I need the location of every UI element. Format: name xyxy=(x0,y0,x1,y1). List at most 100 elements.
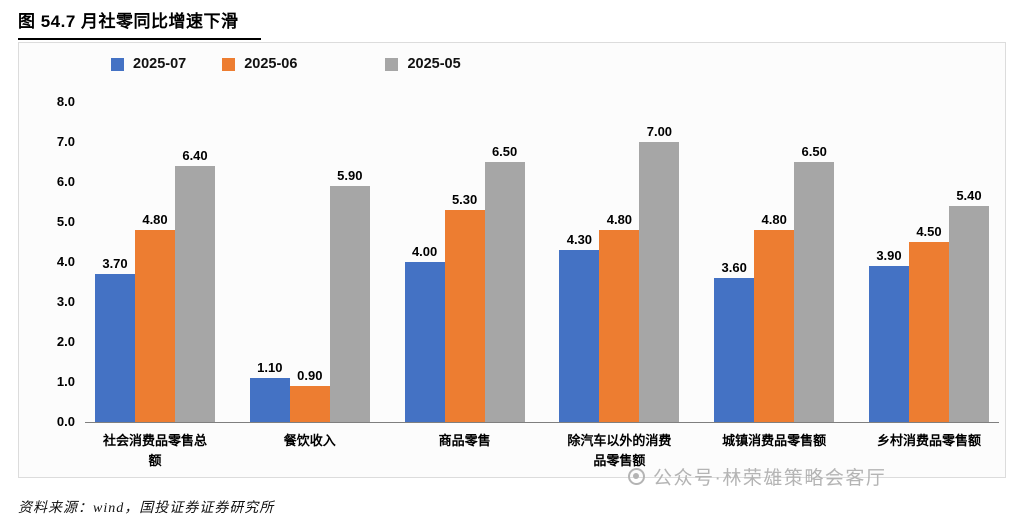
bar-2025-05 xyxy=(175,166,215,422)
y-tick-label: 7.0 xyxy=(56,134,75,149)
bar-value-label: 4.80 xyxy=(142,212,168,227)
bar-wrap: 4.80 xyxy=(754,103,795,422)
bar-value-label: 5.30 xyxy=(451,192,478,207)
bar-2025-07 xyxy=(559,250,600,422)
legend-label: 2025-07 xyxy=(133,56,187,72)
bar-wrap: 4.80 xyxy=(135,103,175,422)
bar-group: 4.00 5.30 6.50 xyxy=(404,103,525,422)
bar-2025-06 xyxy=(754,230,795,422)
legend-swatch-icon xyxy=(111,57,124,71)
bar-wrap: 3.90 xyxy=(868,103,909,422)
bar-group: 3.70 4.80 6.40 xyxy=(95,103,215,422)
bar-wrap: 5.40 xyxy=(948,103,989,422)
category-label: 乡村消费品零售额 xyxy=(869,431,989,470)
y-tick-label: 4.0 xyxy=(56,254,75,269)
bar-value-label: 4.80 xyxy=(606,212,633,227)
bar-value-label: 4.00 xyxy=(411,244,438,259)
category-label-text: 社会消费品零售总额 xyxy=(102,433,207,468)
y-tick-label: 8.0 xyxy=(56,94,75,109)
category-label-text: 商品零售 xyxy=(438,433,491,448)
bar-value-label: 0.90 xyxy=(297,368,323,383)
bar-2025-06 xyxy=(444,210,485,422)
legend-swatch-icon xyxy=(222,57,236,71)
legend-item: 2025-05 xyxy=(385,56,461,72)
y-tick-label: 1.0 xyxy=(56,374,75,389)
legend-swatch-icon xyxy=(385,57,399,71)
bar-wrap: 7.00 xyxy=(639,103,680,422)
legend-label: 2025-06 xyxy=(244,56,298,72)
bar-group: 3.60 4.80 6.50 xyxy=(714,103,835,422)
category-label-text: 除汽车以外的消费品零售额 xyxy=(567,433,672,468)
bar-wrap: 4.00 xyxy=(404,103,445,422)
bar-2025-05 xyxy=(639,142,680,422)
watermark-logo-icon xyxy=(628,468,645,485)
bar-wrap: 0.90 xyxy=(289,103,330,422)
bar-wrap: 3.60 xyxy=(714,103,755,422)
watermark-text: 公众号·林荣雄策略会客厅 xyxy=(653,468,887,489)
category-label: 餐饮收入 xyxy=(250,431,370,470)
bar-value-label: 1.10 xyxy=(257,360,283,375)
bar-value-label: 6.50 xyxy=(491,144,518,159)
legend-label: 2025-05 xyxy=(407,56,461,72)
bar-wrap: 5.90 xyxy=(329,103,370,422)
bar-wrap: 1.10 xyxy=(249,103,290,422)
bar-group: 4.30 4.80 7.00 xyxy=(559,103,680,422)
bar-wrap: 6.50 xyxy=(484,103,525,422)
bar-2025-06 xyxy=(908,242,949,422)
legend-item: 2025-07 xyxy=(111,56,186,72)
bar-2025-05 xyxy=(329,186,370,422)
category-label-text: 城镇消费品零售额 xyxy=(722,433,827,448)
bar-2025-07 xyxy=(249,378,290,422)
bar-2025-06 xyxy=(599,230,640,422)
bar-group: 3.90 4.50 5.40 xyxy=(868,103,989,422)
category-label-text: 乡村消费品零售额 xyxy=(876,433,981,448)
chart-legend: 2025-07 2025-06 2025-05 xyxy=(111,56,497,72)
source-note: 资料来源：wind，国投证券证券研究所 xyxy=(18,501,275,516)
bar-value-label: 3.70 xyxy=(102,256,128,271)
bar-value-label: 3.90 xyxy=(876,248,902,263)
bar-2025-06 xyxy=(135,230,175,422)
bar-value-label: 5.40 xyxy=(956,188,982,203)
y-tick-label: 6.0 xyxy=(56,174,75,189)
bar-2025-06 xyxy=(289,386,330,422)
bar-value-label: 4.30 xyxy=(566,232,593,247)
category-label: 社会消费品零售总额 xyxy=(95,431,215,470)
bar-2025-07 xyxy=(404,262,445,422)
bar-value-label: 4.80 xyxy=(761,212,787,227)
y-tick-label: 3.0 xyxy=(56,294,75,309)
bar-value-label: 5.90 xyxy=(337,168,363,183)
bar-wrap: 4.30 xyxy=(559,103,600,422)
bar-2025-07 xyxy=(868,266,909,422)
bar-wrap: 5.30 xyxy=(444,103,485,422)
bar-2025-05 xyxy=(484,162,525,422)
category-label: 除汽车以外的消费品零售额 xyxy=(559,431,679,470)
bar-value-label: 4.50 xyxy=(916,224,942,239)
y-tick-label: 2.0 xyxy=(56,334,75,349)
bar-group: 1.10 0.90 5.90 xyxy=(249,103,370,422)
y-tick-label: 0.0 xyxy=(56,414,75,429)
bar-wrap: 6.50 xyxy=(794,103,835,422)
bar-2025-05 xyxy=(948,206,989,422)
y-axis: 8.0 7.0 6.0 5.0 4.0 3.0 2.0 1.0 0.0 xyxy=(27,94,85,429)
legend-item: 2025-06 xyxy=(222,56,297,72)
bar-value-label: 7.00 xyxy=(646,124,673,139)
category-label-text: 餐饮收入 xyxy=(283,433,336,448)
category-label: 城镇消费品零售额 xyxy=(714,431,834,470)
bar-value-label: 6.50 xyxy=(801,144,827,159)
plot-area: 3.70 4.80 6.40 1.10 0.90 5.90 4.00 5.30 6.50 4.30… xyxy=(85,103,999,423)
y-tick-label: 5.0 xyxy=(56,214,75,229)
plot-column: 3.70 4.80 6.40 1.10 0.90 5.90 4.00 5.30 6.50 4.30… xyxy=(85,103,999,470)
bar-wrap: 4.80 xyxy=(599,103,640,422)
plot-row: 8.0 7.0 6.0 5.0 4.0 3.0 2.0 1.0 0.0 3.70 4.80 6.40… xyxy=(27,94,999,470)
watermark: 公众号·林荣雄策略会客厅 xyxy=(628,463,886,490)
chart-frame: 2025-07 2025-06 2025-05 8.0 7.0 6.0 5.0 4.0 3.0… xyxy=(18,42,1006,478)
bar-wrap: 4.50 xyxy=(908,103,949,422)
category-labels: 社会消费品零售总额 餐饮收入 商品零售 除汽车以外的消费品零售额 城镇消费品零售额 乡村消… xyxy=(85,431,999,470)
bar-wrap: 6.40 xyxy=(175,103,215,422)
bar-2025-05 xyxy=(794,162,835,422)
bar-wrap: 3.70 xyxy=(95,103,135,422)
category-label: 商品零售 xyxy=(405,431,525,470)
bar-2025-07 xyxy=(714,278,755,422)
figure-title: 图 54.7 月社零同比增速下滑 xyxy=(18,7,261,40)
